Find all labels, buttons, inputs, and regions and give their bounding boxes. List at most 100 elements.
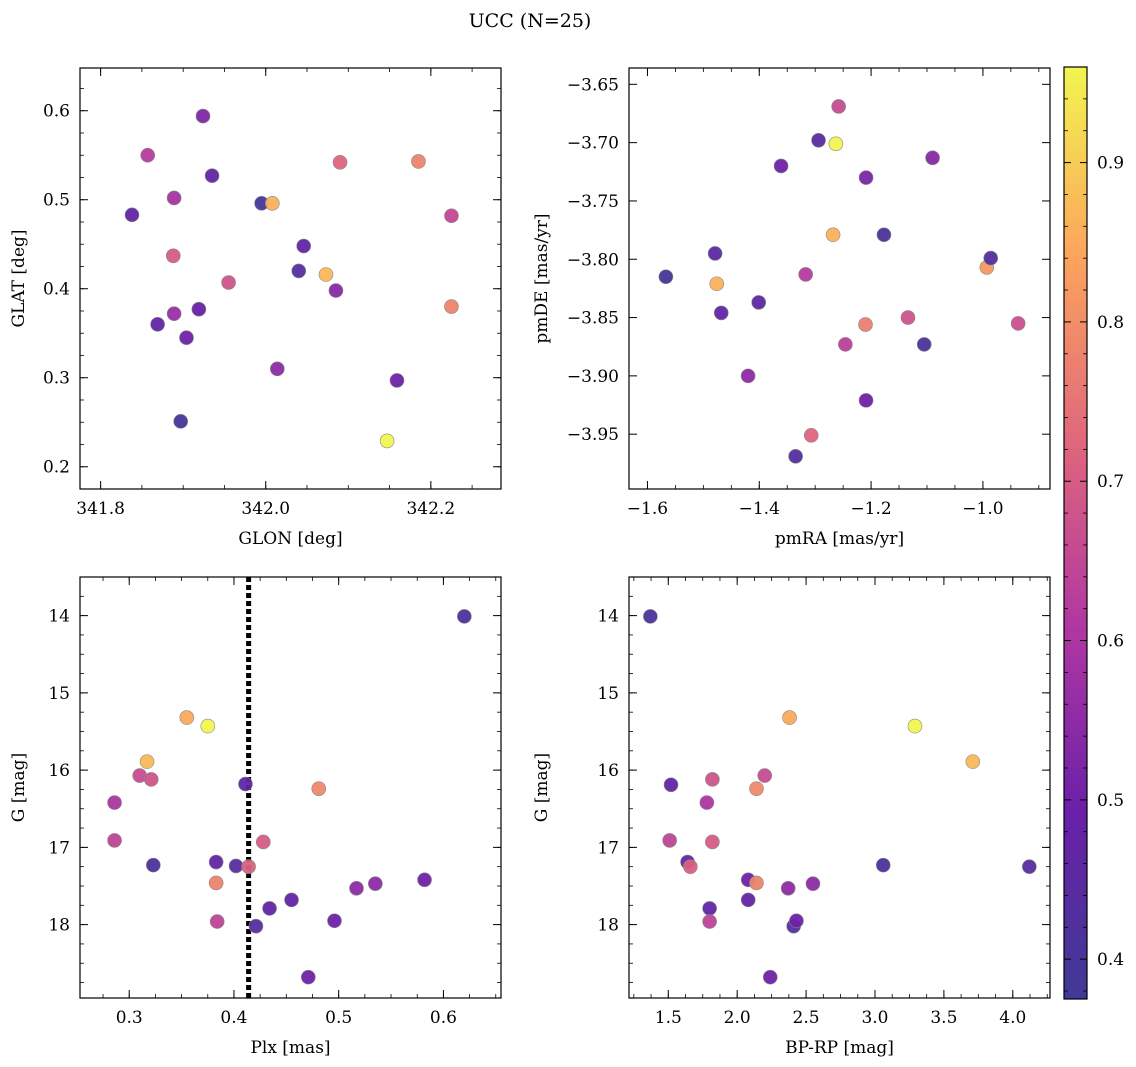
scatter-point (191, 301, 207, 317)
scatter-point (208, 854, 224, 870)
scatter-point (789, 913, 804, 929)
scatter-point (788, 449, 803, 464)
scatter-point (411, 154, 426, 169)
scatter-point (146, 857, 161, 873)
axes-frame (79, 67, 502, 490)
scatter-point (166, 306, 182, 321)
scatter-point (709, 276, 725, 292)
scatter-point (757, 768, 773, 783)
x-tick-label: −1.6 (627, 499, 668, 519)
figure-title: UCC (N=25) (469, 10, 592, 32)
scatter-point (749, 781, 764, 796)
scatter-point (318, 267, 334, 282)
scatter-point (702, 914, 717, 929)
scatter-point (444, 299, 459, 314)
scatter-point (291, 263, 307, 279)
scatter-point (858, 317, 873, 332)
scatter-point (262, 901, 277, 916)
scatter-point (269, 361, 285, 377)
scatter-point (831, 99, 846, 114)
scatter-point (740, 368, 756, 384)
colorbar-gradient (1063, 66, 1088, 1000)
scatter-point (900, 310, 916, 325)
scatter-point (221, 275, 236, 290)
scatter-point (740, 892, 756, 908)
x-tick-label: −1.0 (962, 499, 1003, 519)
scatter-point (143, 772, 159, 787)
y-tick-label: −3.85 (567, 309, 619, 329)
scatter-point (457, 609, 472, 624)
y-axis-label: GLAT [deg] (9, 229, 29, 327)
y-tick-label: −3.95 (567, 425, 619, 445)
x-tick-label: 342.0 (241, 499, 290, 519)
y-tick-label: 18 (597, 916, 619, 936)
scatter-point (179, 330, 194, 345)
x-tick-label: 4.0 (999, 1008, 1026, 1028)
scatter-point (925, 150, 940, 166)
y-tick-label: −3.90 (567, 367, 619, 387)
scatter-point (173, 414, 189, 429)
scatter-point (124, 207, 140, 223)
scatter-point (773, 158, 789, 174)
axes-frame (628, 67, 1051, 490)
scatter-point (228, 858, 244, 874)
x-tick-label: 0.3 (116, 1008, 143, 1028)
colorbar-tick-label: 0.6 (1097, 632, 1124, 652)
x-axis-label: Plx [mas] (250, 1038, 330, 1058)
scatter-point (825, 227, 841, 243)
panel-1: 341.8 342.0 342.2 0.2 0.3 0.4 0.5 0.6 GLON [deg]… (9, 67, 502, 549)
scatter-point (803, 428, 819, 443)
scatter-point (858, 170, 874, 185)
scatter-point (965, 754, 981, 769)
scatter-point (296, 238, 312, 254)
y-tick-label: 0.3 (43, 369, 70, 389)
colorbar-tick-label: 0.5 (1097, 791, 1124, 811)
x-tick-label: 341.8 (76, 499, 125, 519)
scatter-point (805, 876, 821, 891)
scatter-point (838, 337, 853, 352)
x-axis-label: pmRA [mas/yr] (775, 529, 904, 549)
scatter-point (713, 305, 729, 321)
colorbar-tick-label: 0.9 (1097, 154, 1124, 174)
scatter-point (165, 248, 181, 264)
scatter-point (301, 969, 316, 985)
y-tick-label: 0.5 (43, 191, 70, 211)
scatter-point (166, 190, 182, 206)
scatter-point (195, 108, 211, 124)
scatter-point (798, 267, 813, 282)
scatter-point (858, 393, 874, 408)
scatter-point (368, 876, 383, 891)
scatter-point (983, 250, 999, 266)
scatter-point (780, 881, 796, 896)
y-tick-label: 0.2 (43, 458, 70, 478)
y-tick-label: 0.4 (43, 280, 70, 300)
colorbar-tick-label: 0.7 (1097, 472, 1124, 492)
y-tick-label: 18 (48, 916, 70, 936)
scatter-point (762, 969, 778, 985)
scatter-point (328, 283, 344, 298)
x-tick-label: 3.5 (930, 1008, 957, 1028)
x-tick-label: 0.5 (325, 1008, 352, 1028)
scatter-point (658, 269, 674, 285)
x-tick-label: 2.5 (793, 1008, 820, 1028)
colorbar-tick-label: 0.8 (1097, 313, 1124, 333)
scatter-point (241, 859, 256, 874)
scatter-point (444, 208, 459, 224)
axes-frame (628, 576, 1051, 999)
y-axis-label: G [mag] (532, 753, 552, 822)
scatter-point (332, 155, 348, 170)
x-tick-label: 0.6 (430, 1008, 457, 1028)
y-tick-label: 15 (48, 684, 70, 704)
x-tick-label: 1.5 (655, 1008, 682, 1028)
scatter-point (379, 433, 395, 449)
scatter-point (139, 754, 155, 769)
panel-3: 0.3 0.4 0.5 0.6 14 15 16 17 18 Plx [mas] G [mag] (9, 576, 502, 1058)
scatter-point (907, 718, 923, 734)
scatter-point (707, 246, 723, 261)
scatter-point (1022, 859, 1037, 874)
panel-2: −1.6 −1.4 −1.2 −1.0 −3.65 −3.70 −3.75 −3.80 −3.8… (532, 67, 1051, 549)
scatter-point (179, 710, 195, 725)
colorbar: 0.4 0.5 0.6 0.7 0.8 0.9 (1063, 66, 1124, 1000)
y-tick-label: 16 (597, 761, 619, 781)
